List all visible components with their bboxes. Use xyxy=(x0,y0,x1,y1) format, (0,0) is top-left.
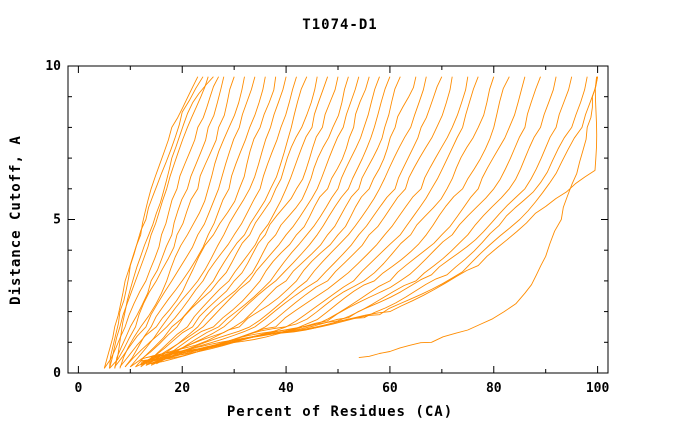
model-curve xyxy=(140,76,329,368)
model-curve xyxy=(150,76,401,365)
y-tick-label: 5 xyxy=(53,213,61,228)
model-curve xyxy=(145,76,443,365)
x-tick-label: 60 xyxy=(382,381,398,396)
model-curve xyxy=(140,76,417,365)
x-tick-label: 20 xyxy=(174,381,190,396)
model-curve xyxy=(150,76,526,362)
model-curve xyxy=(124,76,297,368)
x-tick-label: 100 xyxy=(586,381,610,396)
y-tick-label: 10 xyxy=(45,59,61,74)
model-curve xyxy=(140,76,360,366)
model-curve xyxy=(135,76,308,368)
model-curve xyxy=(119,76,277,368)
model-curve xyxy=(114,76,256,368)
model-curve xyxy=(124,76,266,368)
x-tick-label: 80 xyxy=(486,381,502,396)
model-curve xyxy=(109,76,204,369)
model-curve xyxy=(140,76,541,362)
model-curve xyxy=(114,76,214,369)
model-curve xyxy=(130,76,318,368)
model-curve xyxy=(150,76,380,366)
model-curve xyxy=(114,76,225,369)
y-tick-label: 0 xyxy=(53,366,61,381)
model-curve xyxy=(358,76,599,359)
model-curve xyxy=(145,76,370,366)
model-curve xyxy=(145,76,349,366)
model-curve xyxy=(129,76,287,368)
plot-border xyxy=(67,65,609,374)
model-curve xyxy=(140,76,588,360)
x-tick-label: 0 xyxy=(74,381,82,396)
chart-title: T1074-D1 xyxy=(302,17,378,33)
model-curve xyxy=(151,76,469,365)
model-curve xyxy=(145,76,391,366)
model-curve xyxy=(151,76,598,359)
x-axis-label: Percent of Residues (CA) xyxy=(226,404,454,420)
model-curve xyxy=(103,76,199,369)
model-curve xyxy=(150,76,427,365)
x-tick-label: 40 xyxy=(278,381,294,396)
model-curve xyxy=(119,76,245,369)
model-curve xyxy=(109,76,235,369)
model-curve xyxy=(135,76,339,368)
model-curve xyxy=(103,76,219,369)
model-curve xyxy=(145,76,557,362)
model-curve xyxy=(109,76,209,369)
model-curve xyxy=(145,76,599,359)
